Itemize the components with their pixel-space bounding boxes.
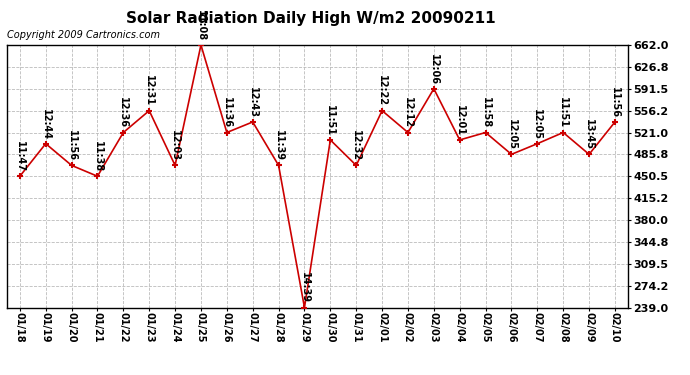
Text: 11:39: 11:39 — [274, 130, 284, 161]
Text: 12:44: 12:44 — [41, 108, 50, 140]
Text: 11:36: 11:36 — [222, 98, 232, 128]
Text: 13:45: 13:45 — [584, 119, 594, 150]
Text: 14:39: 14:39 — [299, 272, 309, 303]
Text: 11:58: 11:58 — [481, 97, 491, 128]
Text: 11:47: 11:47 — [15, 141, 25, 172]
Text: Copyright 2009 Cartronics.com: Copyright 2009 Cartronics.com — [7, 30, 160, 40]
Text: 12:36: 12:36 — [119, 98, 128, 128]
Text: 12:03: 12:03 — [170, 130, 180, 161]
Text: 12:06: 12:06 — [429, 54, 439, 85]
Text: 12:05: 12:05 — [533, 108, 542, 140]
Text: 11:51: 11:51 — [558, 98, 568, 128]
Text: 12:31: 12:31 — [144, 75, 154, 106]
Text: Solar Radiation Daily High W/m2 20090211: Solar Radiation Daily High W/m2 20090211 — [126, 11, 495, 26]
Text: 12:22: 12:22 — [377, 75, 387, 106]
Text: 11:38: 11:38 — [92, 141, 102, 172]
Text: 12:43: 12:43 — [248, 87, 257, 118]
Text: 11:08: 11:08 — [196, 10, 206, 41]
Text: 11:56: 11:56 — [67, 130, 77, 161]
Text: 12:05: 12:05 — [506, 119, 516, 150]
Text: 12:32: 12:32 — [351, 130, 361, 161]
Text: 12:01: 12:01 — [455, 105, 464, 136]
Text: 11:56: 11:56 — [610, 87, 620, 118]
Text: 12:12: 12:12 — [403, 98, 413, 128]
Text: 11:51: 11:51 — [326, 105, 335, 136]
